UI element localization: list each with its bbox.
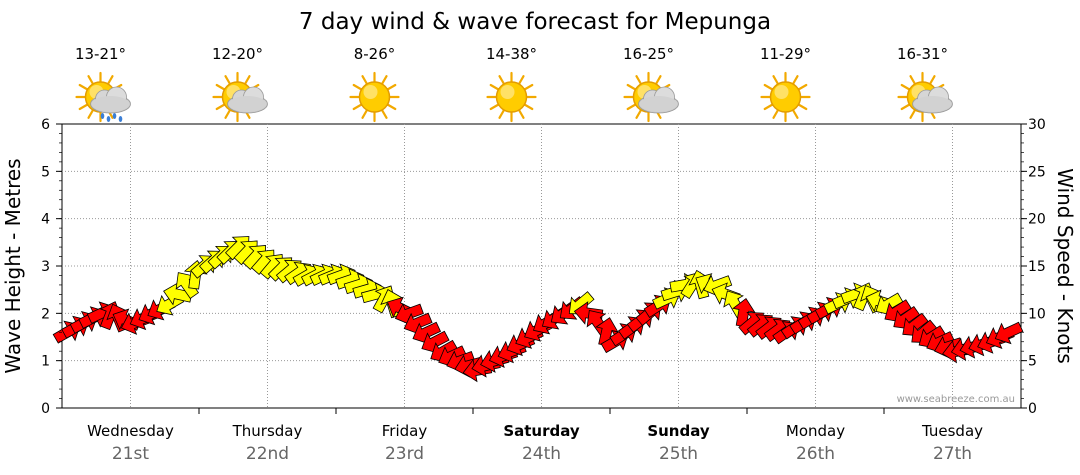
day-name-label: Sunday: [647, 422, 710, 440]
sun-icon: [486, 71, 537, 123]
left-tick-label: 2: [41, 306, 50, 322]
right-tick-label: 15: [1028, 259, 1046, 275]
temperature-label: 16-31°: [897, 45, 948, 63]
wind-arrows: [52, 236, 1024, 383]
left-tick-label: 5: [41, 164, 50, 180]
left-axis-label: Wave Height - Metres: [1, 158, 25, 373]
right-tick-label: 10: [1028, 306, 1046, 322]
daily-temperatures: 13-21° 12-20° 8-26° 14-38° 16-25° 11-29° 16-31…: [75, 45, 948, 63]
left-axis-ticks: 0 1 2 3 4 5 6: [41, 117, 62, 417]
day-date-label: 21st: [112, 444, 149, 464]
plot-area: [52, 123, 1024, 409]
right-tick-label: 5: [1028, 354, 1037, 370]
day-date-label: 23rd: [385, 444, 424, 464]
day-date-label: 26th: [796, 444, 835, 464]
temperature-label: 14-38°: [486, 45, 537, 63]
day-date-label: 25th: [659, 444, 698, 464]
sun-cloud-icon: [897, 71, 953, 123]
left-tick-label: 4: [41, 212, 50, 228]
left-tick-label: 1: [41, 354, 50, 370]
left-tick-label: 3: [41, 259, 50, 275]
left-tick-label: 0: [41, 401, 50, 417]
right-tick-label: 20: [1028, 212, 1046, 228]
right-axis-ticks: 0 5 10 15 20 25 30: [1021, 117, 1046, 417]
day-date-label: 22nd: [246, 444, 289, 464]
left-tick-label: 6: [41, 117, 50, 133]
chart-title: 7 day wind & wave forecast for Mepunga: [299, 9, 771, 35]
sun-cloud-rain-icon: [75, 71, 131, 123]
weather-icons: [75, 71, 953, 123]
temperature-label: 16-25°: [623, 45, 674, 63]
sun-icon: [349, 71, 400, 123]
sun-cloud-icon: [212, 71, 268, 123]
day-date-label: 24th: [522, 444, 561, 464]
day-name-label: Friday: [382, 422, 428, 440]
watermark: www.seabreeze.com.au: [897, 394, 1015, 405]
right-tick-label: 0: [1028, 401, 1037, 417]
day-date-label: 27th: [933, 444, 972, 464]
temperature-label: 8-26°: [354, 45, 396, 63]
temperature-label: 13-21°: [75, 45, 126, 63]
wind-arrow: [994, 321, 1024, 345]
day-name-label: Monday: [786, 422, 845, 440]
right-tick-label: 30: [1028, 117, 1046, 133]
day-name-label: Thursday: [232, 422, 303, 440]
temperature-label: 11-29°: [760, 45, 811, 63]
day-labels: Wednesday 21st Thursday 22nd Friday 23rd Satur…: [87, 408, 983, 464]
sun-cloud-icon: [623, 71, 679, 123]
right-axis-label: Wind Speed - Knots: [1053, 168, 1077, 364]
sun-icon: [760, 71, 811, 123]
day-name-label: Tuesday: [921, 422, 983, 440]
day-name-label: Wednesday: [87, 422, 174, 440]
day-name-label: Saturday: [503, 422, 580, 440]
wind-arrow: [175, 272, 200, 299]
temperature-label: 12-20°: [212, 45, 263, 63]
right-tick-label: 25: [1028, 164, 1046, 180]
